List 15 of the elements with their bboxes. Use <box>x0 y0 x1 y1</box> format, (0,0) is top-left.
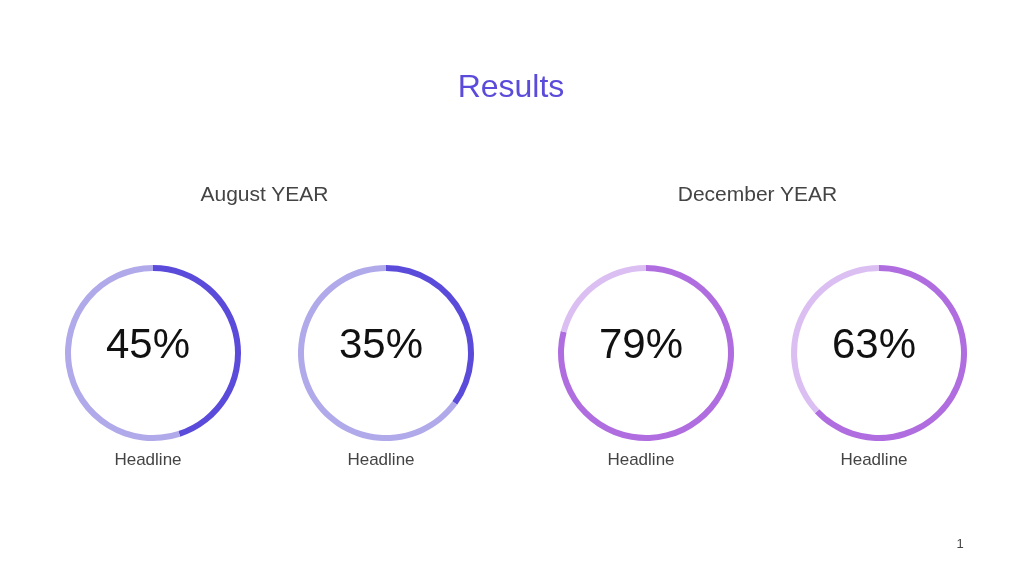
text: Headline <box>113 450 183 470</box>
text: Results <box>456 68 566 105</box>
text: 1 <box>955 536 965 551</box>
text: Headline <box>346 450 416 470</box>
donut-slice <box>558 265 734 441</box>
chart-subtitle: December YEAR <box>676 182 839 206</box>
donut-slice <box>298 265 458 441</box>
text: Headline <box>606 450 676 470</box>
chart-subtitle: August YEAR <box>199 182 330 206</box>
donut-slice <box>814 265 967 441</box>
text: Headline <box>839 450 909 470</box>
text: 63% <box>830 320 918 368</box>
text: 35% <box>337 320 425 368</box>
text: 79% <box>597 320 685 368</box>
text: 45% <box>104 320 192 368</box>
